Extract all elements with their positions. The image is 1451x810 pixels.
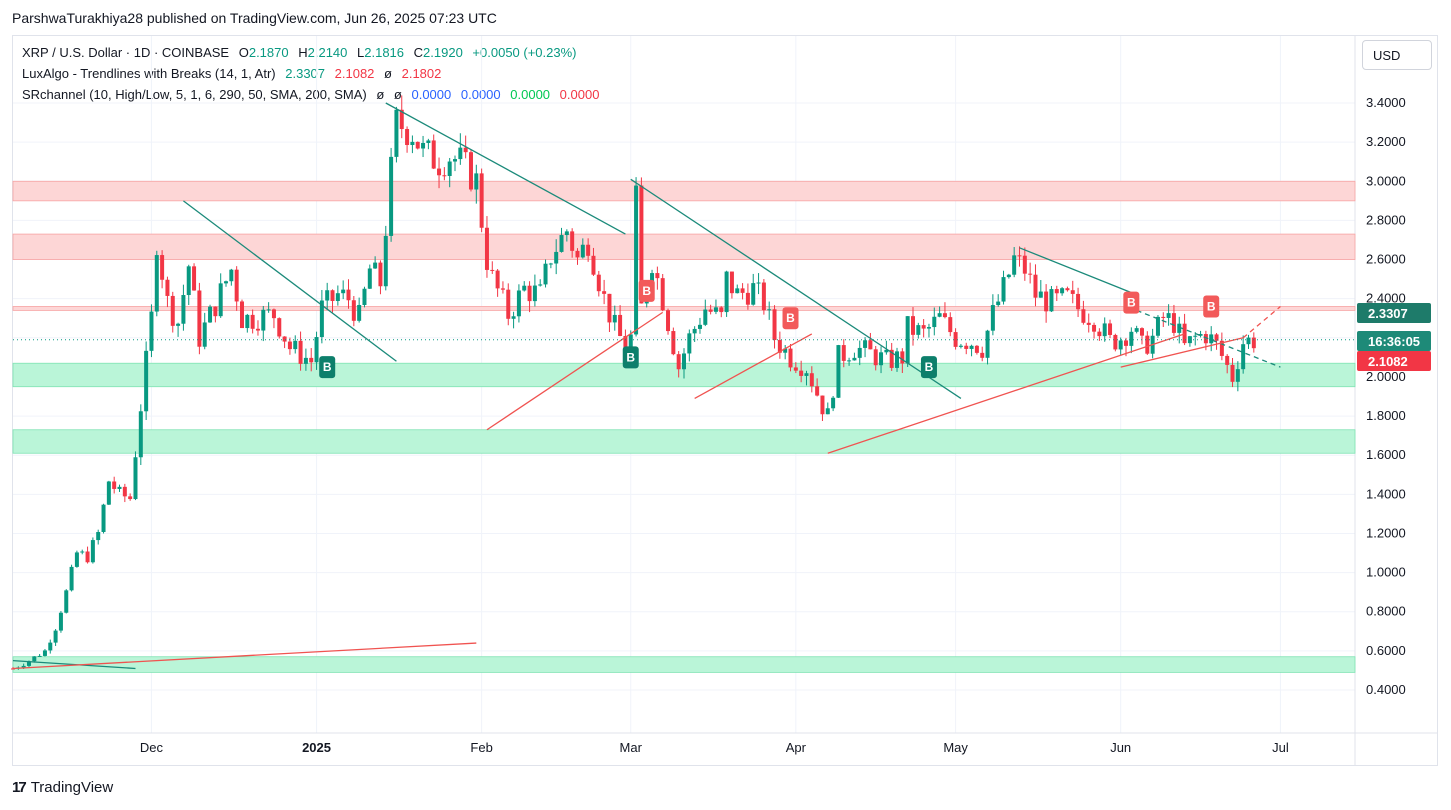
high-label: H	[298, 45, 308, 60]
indicator-name[interactable]: SRchannel (10, High/Low, 5, 1, 6, 290, 5…	[22, 87, 367, 102]
indicator-value: 2.3307	[285, 66, 326, 81]
high-value: 2.2140	[307, 45, 348, 60]
indicator-value: 0.0000	[460, 87, 501, 102]
open-value: 2.1870	[248, 45, 289, 60]
low-value: 2.1816	[364, 45, 405, 60]
indicator-value: ø	[384, 66, 392, 81]
chart-frame[interactable]	[12, 35, 1438, 766]
indicator-value: 0.0000	[559, 87, 600, 102]
indicator-value: 2.1082	[334, 66, 375, 81]
indicator-value: ø	[376, 87, 385, 102]
symbol-legend[interactable]: XRP / U.S. Dollar · 1D · COINBASE O2.187…	[22, 45, 583, 60]
close-label: C	[413, 45, 424, 60]
ohlc-low: L2.1816	[357, 45, 404, 60]
ohlc-open: O2.1870	[239, 45, 289, 60]
indicator-legend-luxalgo[interactable]: LuxAlgo - Trendlines with Breaks (14, 1,…	[22, 66, 447, 81]
ohlc-close: C2.1920	[414, 45, 463, 60]
indicator-value: 0.0000	[411, 87, 452, 102]
indicator-value: 2.1802	[401, 66, 442, 81]
publisher-line: ParshwaTurakhiya28 published on TradingV…	[12, 10, 497, 26]
indicator-name[interactable]: LuxAlgo - Trendlines with Breaks (14, 1,…	[22, 66, 276, 81]
ohlc-high: H2.2140	[298, 45, 347, 60]
symbol-title[interactable]: XRP / U.S. Dollar · 1D · COINBASE	[22, 45, 230, 60]
open-label: O	[238, 45, 249, 60]
currency-selector[interactable]: USD	[1362, 40, 1432, 70]
footer: 17 TradingView	[12, 779, 113, 796]
brand-name: TradingView	[30, 779, 114, 796]
close-value: 2.1920	[423, 45, 463, 60]
change-value: +0.0050 (+0.23%)	[472, 45, 577, 60]
indicator-value: 0.0000	[510, 87, 551, 102]
indicator-value: ø	[393, 87, 402, 102]
low-label: L	[357, 45, 365, 60]
tradingview-logo-icon: 17	[12, 779, 27, 796]
indicator-legend-srchannel[interactable]: SRchannel (10, High/Low, 5, 1, 6, 290, 5…	[22, 87, 605, 102]
